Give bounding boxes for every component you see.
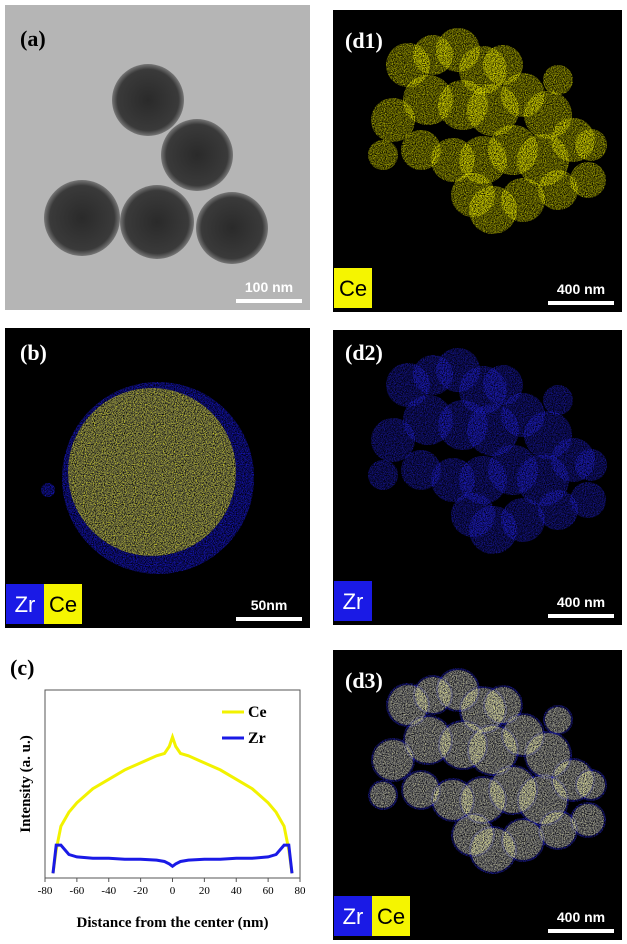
nanoparticle [44,180,120,256]
x-axis-label: Distance from the center (nm) [77,915,269,931]
element-tag: Ce [339,276,367,301]
legend-label: Ce [248,704,267,721]
nanoparticle [112,64,184,136]
x-tick-label: -40 [101,885,116,897]
cluster-particle [433,780,473,820]
cluster-particle [540,812,576,848]
scale-bar [548,301,614,305]
panel-label: (b) [20,340,47,365]
panel-label: (d1) [345,28,383,53]
figure: (a) 100 nm (d1) Ce 400 nm (b) Zr Ce 50nm (d2) Zr 40… [0,0,627,944]
nanoparticle [161,119,233,191]
panel-bg [5,5,310,310]
panel-label: (d3) [345,668,383,693]
element-tag: Ce [377,904,405,929]
cluster-particle [570,162,606,198]
cluster-particle [368,460,398,490]
scale-bar-label: 100 nm [245,279,293,295]
scale-bar-label: 400 nm [557,281,605,297]
y-axis-label: Intensity (a. u.) [18,735,34,833]
element-tag: Ce [49,592,77,617]
cluster-particle [570,482,606,518]
legend-label: Zr [248,730,266,747]
series-line [53,737,292,873]
element-tag: Zr [343,904,364,929]
nanoparticle [196,192,268,264]
scale-bar [548,929,614,933]
panel-label: (c) [10,655,34,680]
x-tick-label: 40 [231,885,243,897]
cluster-particle [501,498,545,542]
cluster-particle [483,365,523,405]
cluster-particle [401,450,441,490]
cluster-particle [572,804,604,836]
cluster-particle [401,130,441,170]
panel-label: (d2) [345,340,383,365]
element-tag: Zr [343,589,364,614]
x-tick-label: 60 [263,885,275,897]
cluster-particle [403,772,439,808]
scale-bar [236,299,302,303]
cluster-particle [543,65,573,95]
cluster-particle [575,449,607,481]
x-tick-label: -20 [133,885,148,897]
cluster-particle [485,687,521,723]
x-tick-label: 80 [295,885,307,897]
ce-core [68,388,236,556]
nanoparticle [120,185,194,259]
x-tick-label: -60 [70,885,85,897]
scale-bar [548,614,614,618]
scale-bar-label: 400 nm [557,909,605,925]
panel-label: (a) [20,26,46,51]
element-tag: Zr [15,592,36,617]
cluster-particle [501,178,545,222]
x-tick-label: -80 [38,885,53,897]
cluster-particle [575,129,607,161]
cluster-particle [370,782,396,808]
cluster-particle [503,820,543,860]
scale-bar-label: 400 nm [557,594,605,610]
cluster-particle [373,740,413,780]
scale-bar [236,617,302,621]
cluster-particle [543,385,573,415]
cluster-particle [577,771,605,799]
x-tick-label: 0 [170,885,176,897]
cluster-particle [545,707,571,733]
cluster-particle [483,45,523,85]
scale-bar-label: 50nm [251,597,288,613]
x-tick-label: 20 [199,885,211,897]
cluster-particle [368,140,398,170]
series-line [53,845,292,873]
zr-dot [41,483,55,497]
